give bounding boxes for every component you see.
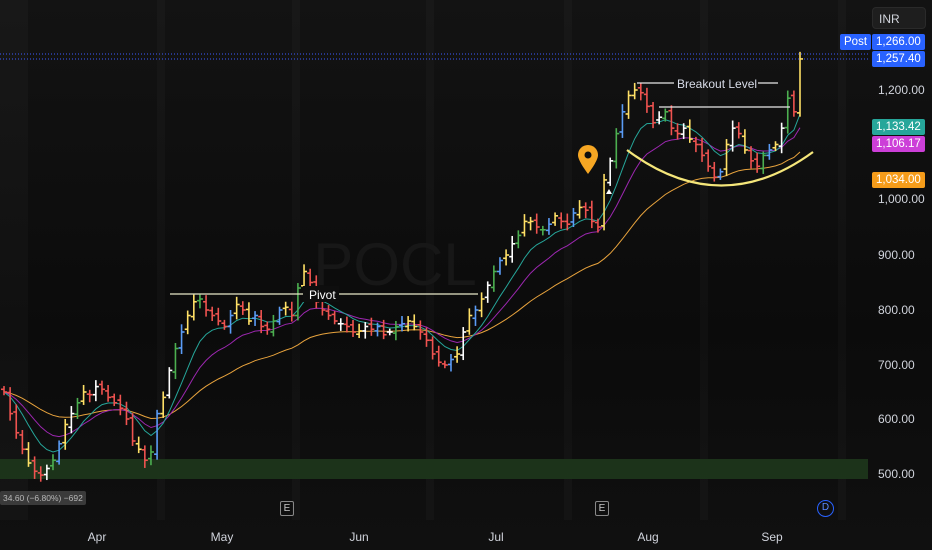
dividend-event[interactable]: D [817,500,834,517]
earnings-event-2[interactable]: E [595,501,609,516]
pivot-annotation[interactable]: Pivot [170,286,478,302]
x-tick-jun: Jun [349,530,369,544]
ema-mid-badge: 1,106.17 [872,136,925,152]
x-tick-may: May [210,530,234,544]
session-band [838,0,846,520]
y-tick-600: 600.00 [878,412,915,426]
last-price-badge: 1,257.40 [872,51,925,67]
x-tick-sep: Sep [761,530,783,544]
small-up-triangle-icon [606,189,612,194]
post-badge-label: Post [840,34,872,50]
support-zone [0,459,868,479]
location-marker[interactable] [578,145,598,174]
post-price-badge: 1,266.00 [872,34,925,50]
x-tick-aug: Aug [637,530,659,544]
x-tick-apr: Apr [87,530,107,544]
y-tick-500: 500.00 [878,467,915,481]
y-tick-1200: 1,200.00 [878,83,925,97]
pivot-label-bg [303,286,339,302]
change-label: 34.60 (−6.80%) −692 [0,491,86,505]
y-tick-700: 700.00 [878,358,915,372]
breakout-label: Breakout Level [677,77,757,91]
cup-curve [626,149,814,187]
earnings-event-1[interactable]: E [280,501,294,516]
ema-slow-badge: 1,034.00 [872,172,925,188]
ticker-watermark: POCL [313,231,476,298]
session-band [564,0,572,520]
y-tick-900: 900.00 [878,248,915,262]
session-band [292,0,300,520]
location-pin-icon [578,145,598,174]
ohlc-bars [1,51,803,482]
currency-selector[interactable]: INR [872,7,926,29]
breakout-annotation[interactable]: Breakout Level [637,77,790,108]
y-tick-800: 800.00 [878,303,915,317]
x-tick-jul: Jul [488,530,504,544]
session-band [157,0,165,520]
y-tick-1000: 1,000.00 [878,192,925,206]
ema-fast-badge: 1,133.42 [872,119,925,135]
pivot-label: Pivot [309,288,336,302]
session-band [0,0,28,520]
location-pin-dot [584,151,592,159]
